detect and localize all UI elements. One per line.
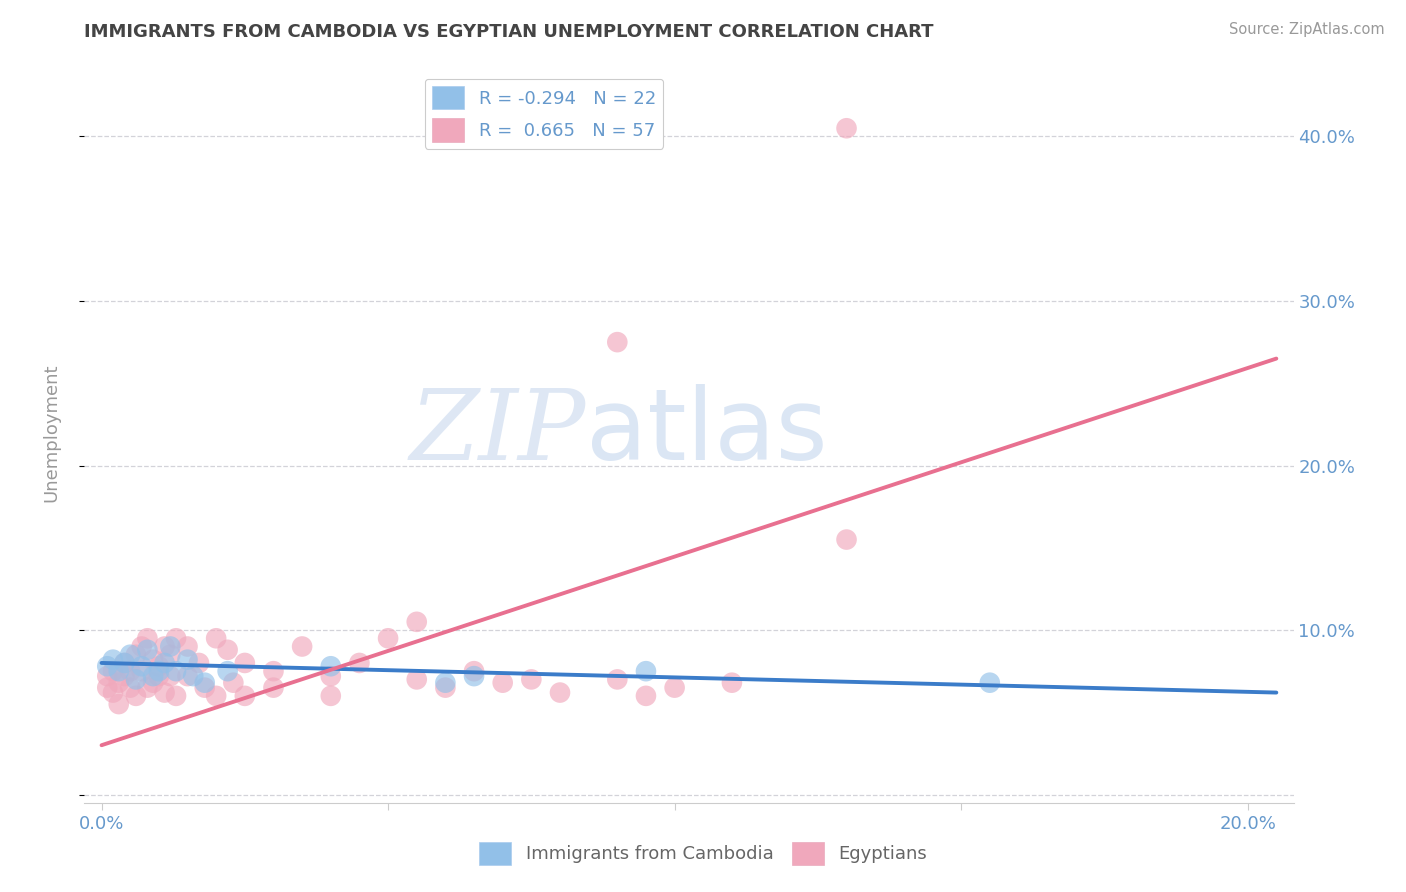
Point [434,681,457,695]
Point [148,664,170,678]
Point [222,675,245,690]
Point [101,653,124,667]
Point [165,632,187,646]
Point [142,675,165,690]
Point [131,640,153,654]
Point [233,689,256,703]
Point [120,664,142,678]
Point [176,640,198,654]
Point [405,615,427,629]
Point [263,664,285,678]
Point [319,659,342,673]
Point [125,689,148,703]
Point [125,648,148,662]
Point [131,664,153,678]
Point [233,656,256,670]
Point [291,640,314,654]
Point [181,669,204,683]
Point [165,689,187,703]
Point [205,689,228,703]
Point [492,675,515,690]
Point [606,673,628,687]
Text: atlas: atlas [586,384,828,481]
Point [153,640,176,654]
Point [114,669,136,683]
Point [159,669,181,683]
Point [377,632,399,646]
Point [634,664,657,678]
Point [142,669,165,683]
Point [159,640,181,654]
Point [319,669,342,683]
Point [165,664,187,678]
Point [835,533,858,547]
Point [136,642,159,657]
Point [96,681,118,695]
Y-axis label: Unemployment: Unemployment [42,363,60,502]
Point [263,681,285,695]
Point [96,659,118,673]
Point [120,681,142,695]
Point [205,632,228,646]
Point [96,669,118,683]
Point [349,656,371,670]
Point [101,685,124,699]
Point [979,675,1001,690]
Point [125,673,148,687]
Point [142,653,165,667]
Text: ZIP: ZIP [411,385,586,480]
Point [463,664,485,678]
Point [107,697,129,711]
Point [319,689,342,703]
Point [606,335,628,350]
Text: Source: ZipAtlas.com: Source: ZipAtlas.com [1229,22,1385,37]
Point [188,656,211,670]
Point [664,681,686,695]
Point [131,659,153,673]
Text: IMMIGRANTS FROM CAMBODIA VS EGYPTIAN UNEMPLOYMENT CORRELATION CHART: IMMIGRANTS FROM CAMBODIA VS EGYPTIAN UNE… [84,23,934,41]
Point [520,673,543,687]
Point [148,669,170,683]
Point [463,669,485,683]
Point [634,689,657,703]
Legend: Immigrants from Cambodia, Egyptians: Immigrants from Cambodia, Egyptians [471,835,935,872]
Point [194,681,217,695]
Point [176,669,198,683]
Point [114,656,136,670]
Point [148,659,170,673]
Legend: R = -0.294   N = 22, R =  0.665   N = 57: R = -0.294 N = 22, R = 0.665 N = 57 [425,78,664,149]
Point [159,648,181,662]
Point [114,656,136,670]
Point [101,664,124,678]
Point [548,685,571,699]
Point [136,681,159,695]
Point [434,675,457,690]
Point [217,664,239,678]
Point [107,664,129,678]
Point [107,675,129,690]
Point [120,648,142,662]
Point [721,675,744,690]
Point [405,673,427,687]
Point [835,121,858,136]
Point [136,632,159,646]
Point [176,653,198,667]
Point [217,642,239,657]
Point [153,685,176,699]
Point [153,656,176,670]
Point [194,675,217,690]
